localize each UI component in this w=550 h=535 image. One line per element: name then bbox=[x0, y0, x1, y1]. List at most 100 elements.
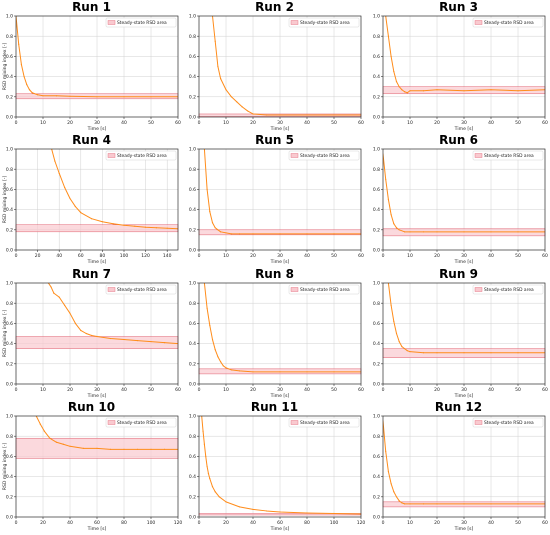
x-tick-label: 20 bbox=[67, 387, 73, 393]
data-point bbox=[490, 89, 492, 91]
data-point bbox=[123, 224, 125, 226]
chart-title: Run 2 bbox=[255, 0, 294, 14]
y-tick-label: 0.8 bbox=[189, 34, 196, 40]
x-tick-label: 50 bbox=[515, 520, 521, 526]
data-point bbox=[80, 329, 82, 332]
x-tick-label: 30 bbox=[277, 387, 283, 393]
data-point bbox=[385, 178, 387, 180]
x-tick-label: 10 bbox=[407, 520, 413, 526]
data-point bbox=[155, 227, 157, 229]
chart-title: Run 12 bbox=[434, 400, 483, 414]
x-tick-label: 0 bbox=[198, 120, 201, 126]
y-tick-label: 0.6 bbox=[189, 454, 196, 460]
data-point bbox=[203, 443, 205, 445]
data-point bbox=[26, 84, 28, 86]
data-point bbox=[306, 371, 308, 373]
y-tick-label: 0.0 bbox=[6, 115, 13, 121]
y-tick-label: 0.2 bbox=[189, 227, 196, 233]
data-point bbox=[409, 351, 411, 353]
chart-svg: 0 10 20 30 40 50 60 0.0 0.2 0.4 0.6 0.8 1.0 Time [s] S… bbox=[189, 147, 364, 265]
x-axis-label: Time [s] bbox=[454, 526, 474, 532]
y-tick-label: 1.0 bbox=[373, 147, 380, 153]
data-point bbox=[91, 334, 93, 337]
x-axis-label: Time [s] bbox=[87, 393, 107, 399]
chart-svg: 0 10 20 30 40 50 60 0.0 0.2 0.4 0.6 0.8 1.0 Time [s] S… bbox=[373, 281, 548, 399]
legend-label: Steady-state RSD area bbox=[484, 153, 534, 159]
data-point bbox=[230, 233, 232, 235]
data-point bbox=[238, 506, 241, 508]
chart-svg: 0 10 20 30 40 50 60 0.0 0.2 0.4 0.6 0.8 1.0 Time [s] S… bbox=[373, 414, 548, 532]
legend-swatch bbox=[474, 420, 483, 425]
data-point bbox=[225, 367, 227, 369]
x-tick-label: 10 bbox=[223, 120, 229, 126]
data-point bbox=[252, 113, 254, 115]
x-tick-label: 30 bbox=[277, 253, 283, 259]
y-tick-label: 0.0 bbox=[373, 248, 380, 254]
x-tick-label: 0 bbox=[198, 520, 201, 526]
data-point bbox=[387, 198, 389, 201]
data-point bbox=[42, 95, 44, 97]
data-point bbox=[54, 160, 56, 162]
data-point bbox=[206, 465, 208, 468]
data-point bbox=[306, 114, 308, 116]
data-point bbox=[150, 448, 152, 450]
x-tick-label: 10 bbox=[223, 387, 229, 393]
data-point bbox=[20, 63, 22, 66]
data-point bbox=[333, 114, 335, 116]
y-tick-label: 0.4 bbox=[189, 341, 196, 347]
x-tick-label: 60 bbox=[175, 387, 181, 393]
y-tick-label: 1.0 bbox=[189, 147, 196, 153]
chart-title: Run 9 bbox=[439, 267, 478, 281]
x-tick-label: 40 bbox=[304, 387, 310, 393]
data-point bbox=[241, 106, 243, 108]
chart-svg: 0 10 20 30 40 50 60 0.0 0.2 0.4 0.6 0.8 1.0 Time [s] R… bbox=[2, 281, 181, 399]
y-tick-label: 1.0 bbox=[189, 281, 196, 287]
data-point bbox=[202, 430, 204, 432]
x-tick-label: 0 bbox=[198, 387, 201, 393]
y-tick-label: 1.0 bbox=[189, 14, 196, 20]
data-point bbox=[214, 349, 216, 351]
y-tick-label: 1.0 bbox=[6, 281, 13, 287]
data-point bbox=[91, 218, 93, 220]
x-axis-label: Time [s] bbox=[454, 126, 474, 132]
x-tick-label: 10 bbox=[223, 253, 229, 259]
x-tick-label: 0 bbox=[382, 520, 385, 526]
data-point bbox=[401, 89, 403, 91]
x-tick-label: 0 bbox=[15, 520, 18, 526]
x-tick-label: 20 bbox=[434, 387, 440, 393]
x-tick-label: 50 bbox=[331, 120, 337, 126]
chart-title: Run 1 bbox=[72, 0, 111, 14]
legend-label: Steady-state RSD area bbox=[300, 20, 350, 26]
data-point bbox=[136, 448, 139, 450]
data-point bbox=[53, 292, 55, 294]
data-point bbox=[209, 211, 211, 213]
legend-swatch bbox=[107, 420, 116, 425]
x-tick-label: 50 bbox=[148, 120, 154, 126]
x-tick-label: 60 bbox=[542, 387, 548, 393]
x-axis-label: Time [s] bbox=[87, 526, 107, 532]
data-point bbox=[85, 332, 87, 335]
y-tick-label: 0.4 bbox=[373, 74, 380, 80]
data-point bbox=[222, 365, 224, 367]
x-tick-label: 20 bbox=[40, 520, 46, 526]
y-tick-label: 0.0 bbox=[189, 115, 196, 121]
y-tick-label: 1.0 bbox=[6, 414, 13, 420]
x-tick-label: 10 bbox=[407, 387, 413, 393]
data-point bbox=[333, 371, 335, 373]
data-point bbox=[43, 430, 45, 432]
data-point bbox=[517, 352, 519, 354]
series-line bbox=[203, 283, 361, 373]
data-point bbox=[306, 233, 308, 235]
chart-svg: 0 10 20 30 40 50 60 0.0 0.2 0.4 0.6 0.8 1.0 Time [s] S… bbox=[373, 14, 548, 132]
chart-title: Run 11 bbox=[250, 400, 299, 414]
data-point bbox=[74, 205, 76, 208]
data-point bbox=[64, 186, 66, 188]
chart-svg: 0 20 40 60 80 100 120 0.0 0.2 0.4 0.6 0.8 1.0 Time [s… bbox=[189, 414, 366, 532]
data-point bbox=[238, 233, 241, 235]
y-tick-label: 0.6 bbox=[373, 454, 380, 460]
y-tick-label: 0.2 bbox=[373, 494, 380, 500]
data-point bbox=[398, 86, 400, 88]
data-point bbox=[333, 233, 335, 235]
y-tick-label: 0.6 bbox=[6, 54, 13, 60]
x-tick-label: 60 bbox=[542, 520, 548, 526]
